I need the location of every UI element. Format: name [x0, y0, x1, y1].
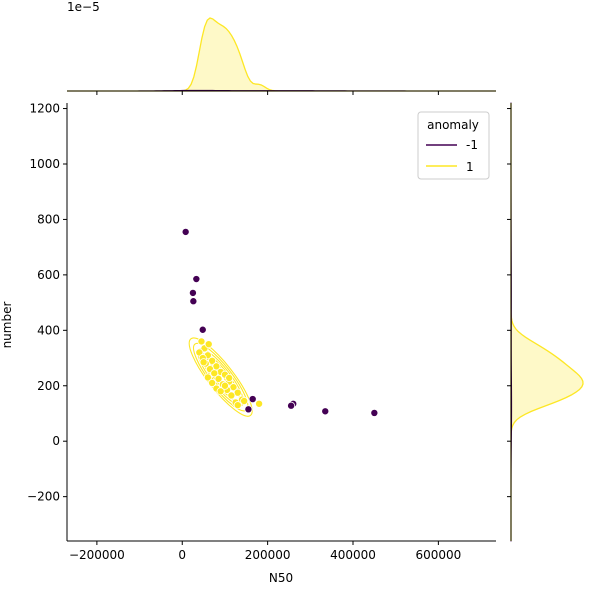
top-marginal-xticks — [96, 91, 439, 95]
scatter-point-minus1 — [321, 407, 330, 416]
scatter-point-minus1 — [198, 325, 207, 334]
right-marginal-yticks — [507, 108, 511, 498]
scatter-point-minus1 — [248, 395, 257, 404]
y-tick-label: 600 — [37, 268, 60, 282]
y-tick-label: 800 — [37, 212, 60, 226]
scatter-point-1 — [197, 337, 206, 346]
scatter-points — [181, 227, 379, 417]
scatter-point-1 — [227, 391, 236, 400]
scatter-point-minus1 — [189, 297, 198, 306]
x-axis-ticks: −200000 0 200000 400000 600000 — [69, 541, 461, 562]
scatter-point-1 — [199, 358, 208, 367]
scatter-point-minus1 — [188, 288, 197, 297]
scatter-point-1 — [233, 401, 242, 410]
scatter-point-1 — [216, 387, 225, 396]
top-marginal-axes: 1e−5 — [67, 0, 496, 95]
scatter-point-1 — [225, 373, 234, 382]
x-axis-label: N50 — [269, 571, 293, 585]
scatter-point-minus1 — [244, 405, 253, 414]
scatter-point-1 — [210, 369, 219, 378]
legend-title: anomaly — [427, 118, 479, 132]
scatter-point-minus1 — [370, 408, 379, 417]
scatter-point-1 — [203, 373, 212, 382]
scatter-point-1 — [204, 340, 213, 349]
y-axis-label: number — [0, 302, 14, 349]
main-axes: −200000 0 200000 400000 600000 −200 0 200 400 60… — [0, 102, 496, 585]
scatter-point-1 — [240, 397, 249, 406]
legend: anomaly -1 1 — [417, 111, 490, 180]
x-tick-label: 600000 — [415, 548, 461, 562]
y-axis-ticks: −200 0 200 400 600 800 1000 1200 — [27, 102, 67, 504]
right-marginal-axes — [507, 103, 584, 541]
scatter-point-minus1 — [181, 227, 190, 236]
x-tick-label: 0 — [178, 548, 186, 562]
top-marginal-offset-label: 1e−5 — [67, 0, 100, 14]
scatter-point-1 — [255, 399, 264, 408]
x-tick-label: 200000 — [245, 548, 291, 562]
y-tick-label: 1200 — [29, 102, 60, 116]
scatter-point-1 — [208, 378, 217, 387]
y-tick-label: 1000 — [29, 157, 60, 171]
y-tick-label: 200 — [37, 379, 60, 393]
y-tick-label: −200 — [27, 490, 60, 504]
y-tick-label: 0 — [52, 434, 60, 448]
y-tick-label: 400 — [37, 323, 60, 337]
legend-label-1: 1 — [466, 160, 474, 174]
scatter-point-1 — [220, 381, 229, 390]
x-tick-label: −200000 — [69, 548, 125, 562]
scatter-point-1 — [214, 374, 223, 383]
x-tick-label: 400000 — [330, 548, 376, 562]
scatter-point-minus1 — [287, 401, 296, 410]
legend-label-minus1: -1 — [466, 138, 478, 152]
scatter-point-minus1 — [192, 275, 201, 284]
